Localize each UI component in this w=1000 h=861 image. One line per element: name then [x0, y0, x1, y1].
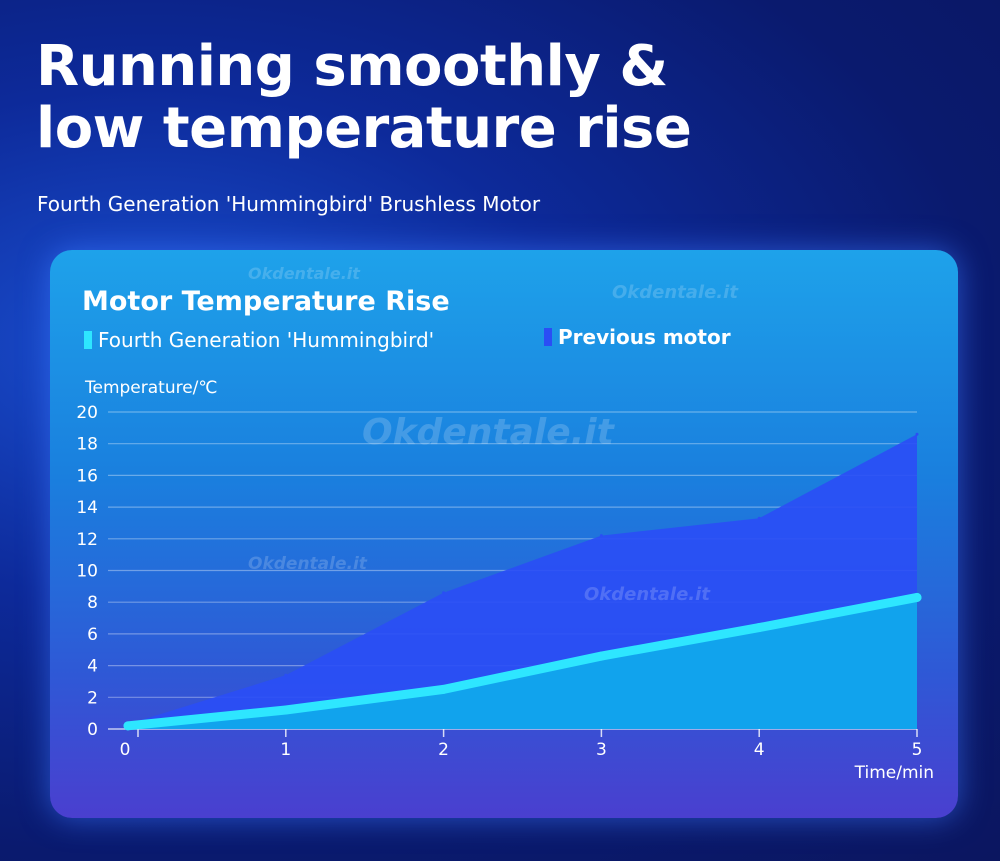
x-tick-label: 4: [754, 740, 765, 760]
y-tick-label: 18: [76, 435, 98, 455]
y-tick-label: 6: [87, 625, 98, 645]
chart-title: Motor Temperature Rise: [82, 286, 450, 317]
watermark: Okdentale.it: [248, 264, 360, 283]
legend-swatch: [84, 331, 92, 349]
data-point-hummingbird: [439, 684, 449, 694]
x-tick-label: 2: [438, 740, 449, 760]
x-tick-label: 1: [280, 740, 291, 760]
page-title: Running smoothly & low temperature rise: [36, 34, 692, 161]
x-tick-label: 5: [912, 740, 923, 760]
data-point-previous-motor: [442, 591, 446, 595]
data-point-hummingbird: [596, 651, 606, 661]
series-area-hummingbird: [128, 597, 917, 729]
y-tick-label: 8: [87, 593, 98, 613]
y-tick-label: 12: [76, 530, 98, 550]
x-tick-label: 3: [596, 740, 607, 760]
y-tick-label: 2: [87, 688, 98, 708]
data-point-hummingbird: [281, 705, 291, 715]
legend-item-hummingbird: Fourth Generation 'Hummingbird': [84, 328, 434, 352]
watermark: Okdentale.it: [248, 554, 367, 574]
y-tick-label: 16: [76, 466, 98, 486]
x-axis-label: Time/min: [854, 763, 934, 783]
y-axis-label: Temperature/℃: [85, 378, 218, 398]
title-line-2: low temperature rise: [36, 96, 692, 161]
legend-label: Fourth Generation 'Hummingbird': [98, 328, 435, 352]
series-line-hummingbird: [123, 592, 922, 731]
legend-item-previous: Previous motor: [544, 325, 731, 349]
data-point-previous-motor: [599, 534, 603, 538]
data-point-previous-motor: [284, 673, 288, 677]
legend-swatch: [544, 328, 552, 346]
watermark: Okdentale.it: [612, 282, 738, 303]
watermark: Okdentale.it: [584, 584, 710, 605]
data-point-hummingbird: [754, 623, 764, 633]
y-tick-label: 20: [76, 403, 98, 423]
data-point-previous-motor: [915, 432, 919, 436]
y-tick-label: 0: [87, 720, 98, 740]
legend-label: Previous motor: [558, 325, 731, 349]
watermark: Okdentale.it: [362, 412, 614, 453]
y-tick-label: 4: [87, 657, 98, 677]
title-line-1: Running smoothly &: [36, 34, 668, 99]
subtitle: Fourth Generation 'Hummingbird' Brushles…: [37, 192, 541, 216]
y-tick-label: 14: [76, 498, 98, 518]
y-tick-label: 10: [76, 562, 98, 582]
data-point-hummingbird: [123, 721, 133, 731]
data-point-previous-motor: [757, 516, 761, 520]
data-point-hummingbird: [912, 592, 922, 602]
x-tick-label: 0: [120, 740, 131, 760]
